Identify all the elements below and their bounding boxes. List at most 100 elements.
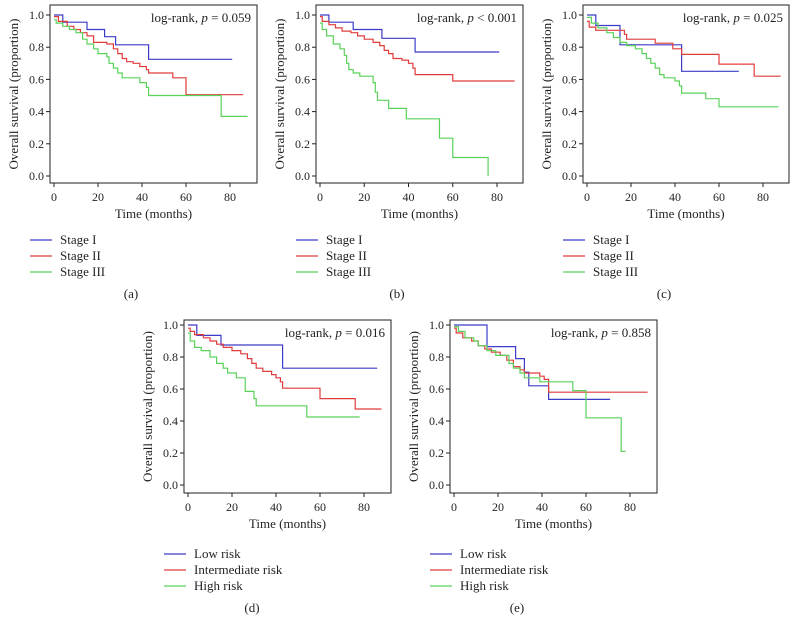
plot-frame [449,319,658,494]
x-axis-title: Time (months) [115,206,192,221]
y-axis-title: Overall survival (proportion) [272,19,287,170]
x-tick-label: 80 [624,500,636,514]
x-tick-label: 40 [270,500,282,514]
x-tick-label: 0 [317,190,323,204]
log-rank-annotation: log-rank, p = 0.858 [551,325,651,340]
x-tick-label: 0 [185,500,191,514]
y-tick-label: 1.0 [295,8,310,22]
y-tick-label: 0.8 [29,40,44,54]
panel-label: (a) [124,286,138,301]
y-tick-label: 0.8 [163,350,178,364]
plot-frame [582,4,790,184]
x-tick-label: 20 [625,190,637,204]
legend-label: Low risk [460,546,507,561]
panel-d: 0.0 0.2 0.4 0.6 0.8 1.0 0 20 40 60 80 Time (months)… [140,318,392,615]
x-tick-label: 60 [713,190,725,204]
x-tick-label: 40 [536,500,548,514]
y-tick-label: 0.2 [429,446,444,460]
y-tick-label: 0.2 [163,446,178,460]
log-rank-annotation: log-rank, p = 0.025 [683,10,783,25]
y-tick-label: 0.2 [29,137,44,151]
x-tick-label: 20 [226,500,238,514]
plot-frame [315,4,524,184]
x-tick-label: 20 [92,190,104,204]
x-tick-label: 40 [136,190,148,204]
y-tick-label: 0.4 [562,105,577,119]
y-tick-label: 0.6 [562,72,577,86]
y-axis-title: Overall survival (proportion) [6,19,21,170]
y-tick-label: 0.8 [562,40,577,54]
legend-label: Intermediate risk [460,562,549,577]
x-tick-label: 0 [51,190,57,204]
legend-label: Stage III [60,264,105,279]
x-tick-label: 60 [447,190,459,204]
x-axis-title: Time (months) [381,206,458,221]
y-axis-title: Overall survival (proportion) [140,331,155,482]
survival-curve-stage-i [587,14,739,72]
y-tick-label: 0.6 [429,382,444,396]
legend-label: Stage I [593,232,629,247]
survival-curve-stage-iii [587,16,779,108]
x-axis-title: Time (months) [249,516,326,531]
survival-curve-stage-i [320,14,500,53]
y-tick-label: 0.8 [295,40,310,54]
log-rank-annotation: log-rank, p = 0.059 [151,10,251,25]
plot-frame [49,4,258,184]
legend-label: High risk [460,578,509,593]
legend-label: Intermediate risk [194,562,283,577]
survival-curve-stage-iii [320,22,489,176]
log-rank-annotation: log-rank, p = 0.016 [285,325,386,340]
x-tick-label: 40 [669,190,681,204]
x-tick-label: 40 [403,190,415,204]
y-tick-label: 0.2 [562,137,577,151]
panel-label: (b) [389,286,404,301]
plot-frame [183,319,392,494]
survival-curve-stage-iii [54,19,248,117]
survival-curve-high-risk [454,326,626,452]
y-tick-label: 1.0 [29,8,44,22]
x-tick-label: 60 [180,190,192,204]
y-tick-label: 0.6 [163,382,178,396]
legend-label: Stage III [593,264,638,279]
survival-curve-intermediate-risk [188,327,382,410]
y-tick-label: 1.0 [163,318,178,332]
panel-e: 0.0 0.2 0.4 0.6 0.8 1.0 0 20 40 60 80 Time (months)… [406,318,658,615]
legend-label: Stage II [60,248,101,263]
x-axis-title: Time (months) [647,206,724,221]
y-tick-label: 0.0 [562,169,577,183]
x-tick-label: 0 [451,500,457,514]
y-tick-label: 0.0 [163,478,178,492]
panel-c: 0.0 0.2 0.4 0.6 0.8 1.0 0 20 40 60 80 Time (months)… [539,4,790,301]
panel-label: (c) [657,286,671,301]
log-rank-annotation: log-rank, p < 0.001 [417,10,517,25]
y-tick-label: 0.0 [429,478,444,492]
x-tick-label: 80 [224,190,236,204]
x-axis-title: Time (months) [515,516,592,531]
x-tick-label: 80 [358,500,370,514]
survival-curve-stage-ii [320,16,515,82]
y-tick-label: 0.4 [29,105,44,119]
y-tick-label: 1.0 [429,318,444,332]
x-tick-label: 20 [358,190,370,204]
y-tick-label: 0.8 [429,350,444,364]
legend-label: Stage I [60,232,96,247]
panel-a: 0.0 0.2 0.4 0.6 0.8 1.0 0 20 40 60 80 Time (months)… [6,4,258,301]
y-axis-title: Overall survival (proportion) [539,19,554,170]
x-tick-label: 0 [584,190,590,204]
legend-label: Stage III [326,264,371,279]
y-tick-label: 0.6 [295,72,310,86]
y-tick-label: 0.0 [29,169,44,183]
legend-label: Stage II [326,248,367,263]
panel-b: 0.0 0.2 0.4 0.6 0.8 1.0 0 20 40 60 80 Time (months)… [272,4,524,301]
y-axis-title: Overall survival (proportion) [406,331,421,482]
panel-label: (e) [510,600,524,615]
survival-curve-stage-ii [587,20,781,77]
legend-label: Stage I [326,232,362,247]
y-tick-label: 0.4 [295,105,310,119]
y-tick-label: 1.0 [562,8,577,22]
